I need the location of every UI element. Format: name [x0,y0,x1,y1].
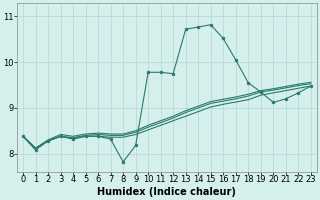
X-axis label: Humidex (Indice chaleur): Humidex (Indice chaleur) [98,187,236,197]
